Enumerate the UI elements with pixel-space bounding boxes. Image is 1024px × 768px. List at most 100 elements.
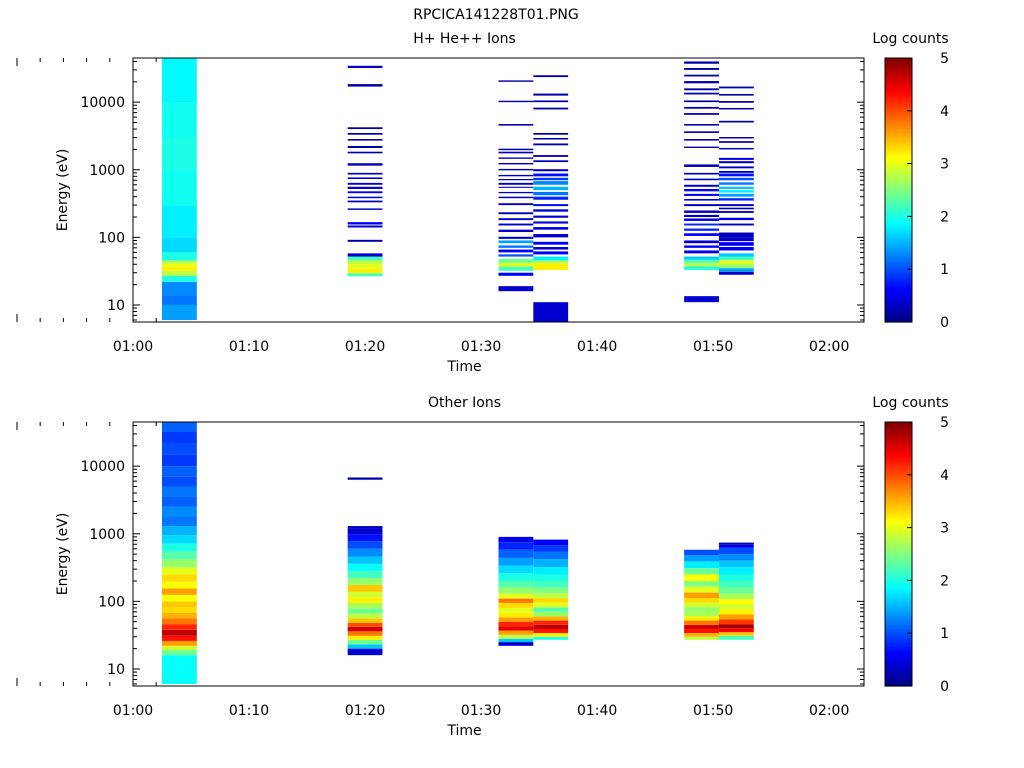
colorbar-segment	[885, 75, 912, 79]
spectrogram-cell	[684, 210, 719, 213]
spectrogram-cell	[162, 624, 197, 630]
colorbar-segment	[885, 225, 912, 228]
spectrogram-cell	[162, 594, 197, 602]
spectrogram-cell	[684, 193, 719, 196]
colorbar-segment	[885, 532, 912, 535]
spectrogram-cell	[718, 260, 754, 265]
colorbar-tick-label: 3	[940, 521, 949, 537]
spectrogram-cell	[498, 612, 534, 618]
colorbar-segment	[885, 260, 912, 264]
spectrogram-cell	[498, 642, 534, 646]
spectrogram-cell	[718, 237, 754, 242]
y-tick-label: 10000	[80, 95, 125, 111]
spectrogram-cell	[347, 151, 383, 154]
spectrogram-cell	[498, 536, 534, 543]
spectrogram-cell	[533, 539, 569, 546]
colorbar-segment	[885, 139, 912, 143]
spectrogram-cell	[718, 542, 754, 545]
colorbar-segment	[885, 642, 912, 645]
spectrogram-cell	[718, 587, 754, 594]
spectrogram-cell	[347, 622, 383, 627]
x-tick-label: 01:30	[461, 703, 501, 719]
spectrogram-cell	[684, 581, 719, 587]
colorbar-segment	[885, 80, 912, 83]
spectrogram-cell	[718, 632, 754, 636]
spectrogram-cell	[347, 191, 383, 194]
spectrogram-cell	[718, 193, 754, 197]
spectrogram-cell	[684, 611, 719, 617]
colorbar-segment	[885, 262, 912, 266]
colorbar-segment	[885, 306, 912, 310]
colorbar-segment	[885, 187, 912, 191]
spectrogram-cell	[162, 169, 197, 206]
colorbar-segment	[885, 435, 912, 438]
spectrogram-cell	[718, 211, 754, 213]
spectrogram-cell	[498, 80, 534, 82]
spectrogram-cell	[347, 548, 383, 557]
spectrogram-cell	[498, 191, 534, 194]
spectrogram-cell	[498, 617, 534, 622]
spectrogram-cell	[684, 100, 719, 103]
colorbar-segment	[885, 595, 912, 599]
spectrogram-cell	[718, 198, 754, 201]
spectrogram-cell	[533, 227, 569, 230]
colorbar-segment	[885, 154, 912, 158]
spectrogram-cell	[347, 541, 383, 549]
spectrogram-cell	[162, 601, 197, 608]
spectrogram-cell	[498, 100, 534, 103]
colorbar-segment	[885, 121, 912, 125]
spectrogram-cell	[347, 556, 383, 564]
colorbar-segment	[885, 245, 912, 248]
spectrogram-cell	[347, 618, 383, 623]
spectrogram-cell	[533, 624, 569, 630]
x-tick-label: 01:20	[345, 339, 385, 355]
spectrogram-cell	[684, 61, 719, 64]
spectrogram-cell	[718, 628, 754, 633]
colorbar-segment	[885, 58, 912, 61]
spectrogram-cell	[718, 232, 754, 238]
spectrogram-cell	[533, 143, 569, 146]
colorbar-segment	[885, 626, 912, 630]
colorbar-segment	[885, 242, 912, 246]
spectrogram-cell	[162, 275, 197, 282]
colorbar-segment	[885, 163, 912, 167]
spectrogram-cell	[498, 236, 534, 239]
colorbar-segment	[885, 439, 912, 443]
spectrogram-cell	[684, 124, 719, 126]
colorbar-segment	[885, 251, 912, 255]
spectrogram-cell	[684, 296, 719, 303]
colorbar-segment	[885, 115, 912, 118]
spectrogram-cell	[718, 599, 754, 605]
colorbar-segment	[885, 637, 912, 641]
colorbar-segment	[885, 503, 912, 507]
spectrogram-cell	[162, 618, 197, 625]
spectrogram-cell	[162, 526, 197, 536]
spectrogram-cell	[684, 586, 719, 593]
colorbar-segment	[885, 258, 912, 261]
colorbar-segment	[885, 505, 912, 509]
spectrogram-cell	[718, 547, 754, 555]
spectrogram-cell	[533, 93, 569, 96]
colorbar-segment	[885, 622, 912, 625]
spectrogram-cell	[684, 256, 719, 260]
spectrogram-cell	[533, 607, 569, 612]
spectrogram-cell	[684, 146, 719, 148]
spectrogram-cell	[162, 432, 197, 444]
x-tick-label: 01:00	[113, 339, 153, 355]
colorbar-segment	[885, 227, 912, 231]
spectrogram-cell	[684, 574, 719, 582]
spectrogram-cell	[347, 196, 383, 199]
spectrogram-cell	[533, 160, 569, 163]
colorbar-segment	[885, 496, 912, 500]
spectrogram-cell	[533, 169, 569, 172]
colorbar-segment	[885, 474, 912, 478]
colorbar-segment	[885, 84, 912, 88]
spectrogram-cell	[347, 639, 383, 645]
colorbar-segment	[885, 62, 912, 66]
colorbar-segment	[885, 617, 912, 621]
spectrogram-cell	[498, 151, 534, 154]
spectrogram-cell	[498, 157, 534, 159]
spectrogram-cell	[718, 264, 754, 269]
spectrogram-cell	[498, 223, 534, 226]
colorbar-segment	[885, 648, 912, 652]
